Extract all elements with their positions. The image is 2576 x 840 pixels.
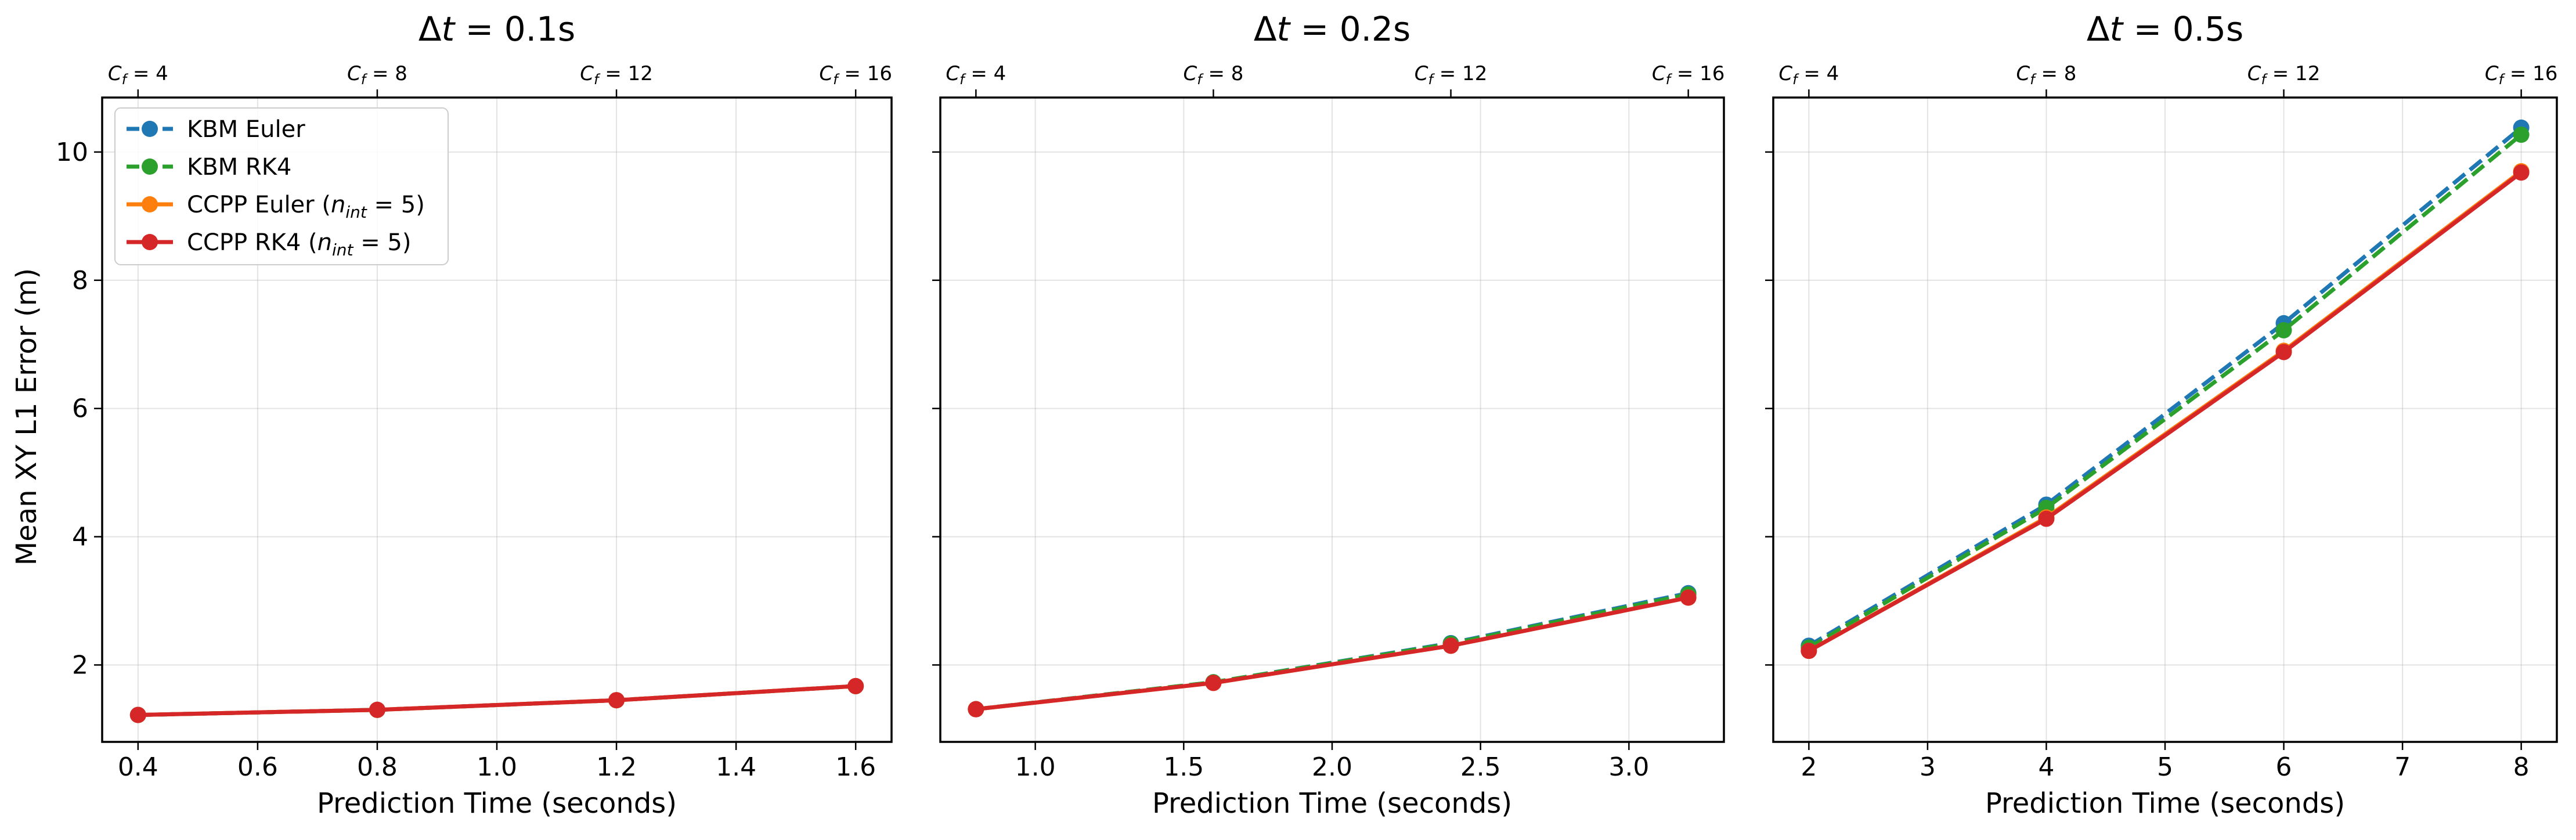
x-tick-label: 3 (1920, 752, 1936, 782)
y-tick-label: 4 (72, 522, 88, 552)
legend: KBM Euler KBM RK4 CCPP Euler (nint = 5) CCP… (114, 107, 449, 265)
x-tick-label: 1.5 (1163, 752, 1204, 782)
series-4 (1801, 164, 2530, 659)
panel-title: Δt = 0.1s (418, 9, 575, 49)
x-axis-label: Prediction Time (seconds) (317, 787, 677, 820)
y-tick-label: 2 (72, 650, 88, 680)
top-tick-label: Cf = 8 (2016, 62, 2076, 88)
data-point (2513, 164, 2530, 181)
x-tick-label: 7 (2394, 752, 2411, 782)
data-point (2275, 322, 2292, 338)
series-4 (968, 589, 1697, 718)
x-tick-label: 0.6 (237, 752, 278, 782)
x-tick-label: 8 (2513, 752, 2530, 782)
data-point (2038, 510, 2055, 527)
data-point (2513, 127, 2530, 143)
series-line (138, 684, 856, 718)
data-point (129, 706, 146, 723)
data-point (2275, 344, 2292, 360)
axes-frame (1772, 96, 2558, 743)
legend-marker (142, 158, 158, 175)
legend-marker (142, 234, 158, 250)
x-tick-label: 1.2 (596, 752, 637, 782)
x-tick-label: 4 (2038, 752, 2054, 782)
top-tick-label: Cf = 16 (1652, 62, 1725, 88)
y-axis-label: Mean XY L1 Error (m) (10, 268, 43, 566)
grid (940, 98, 1724, 742)
legend-label: KBM RK4 (187, 154, 291, 181)
legend-label: CCPP Euler (nint = 5) (187, 192, 425, 222)
series-line (1807, 133, 2523, 650)
top-tick-label: Cf = 12 (1415, 62, 1488, 88)
legend-box (114, 107, 449, 265)
top-tick-label: Cf = 8 (347, 62, 407, 88)
legend-item-2: KBM RK4 (127, 154, 291, 181)
x-tick-label: 0.4 (118, 752, 158, 782)
data-point (608, 692, 625, 709)
top-tick-label: Cf = 4 (108, 62, 168, 88)
legend-item-1: KBM Euler (127, 116, 305, 143)
x-tick-label: 6 (2276, 752, 2292, 782)
chart-panel-2: 1.0 1.5 2.0 2.5 3.0 Cf = 4 Cf = 8 Cf = 12 Cf = 1… (932, 9, 1725, 820)
x-tick-label: 3.0 (1608, 752, 1649, 782)
x-tick-label: 1.4 (716, 752, 756, 782)
axes-frame (939, 96, 1725, 743)
top-tick-label: Cf = 4 (1778, 62, 1839, 88)
x-tick-label: 0.8 (357, 752, 398, 782)
top-tick-label: Cf = 12 (2247, 62, 2321, 88)
x-tick-label: 1.0 (477, 752, 517, 782)
chart-panel-1: 0.4 0.6 0.8 1.0 1.2 1.4 1.6 2 4 6 8 10 Cf = 4 Cf = 8 C… (56, 9, 893, 820)
legend-marker (142, 196, 158, 212)
chart-panel-3: 2 3 4 5 6 7 8 Cf = 4 Cf = 8 Cf = 12 Cf = 16 Δt = 0.… (1765, 9, 2558, 820)
data-point (1205, 675, 1222, 691)
legend-item-4: CCPP RK4 (nint = 5) (127, 229, 411, 259)
legend-item-3: CCPP Euler (nint = 5) (127, 192, 425, 222)
y-tick-label: 6 (72, 394, 88, 424)
data-point (847, 677, 864, 694)
top-tick-label: Cf = 8 (1183, 62, 1243, 88)
series-line (1807, 171, 2523, 653)
top-tick-label: Cf = 4 (946, 62, 1006, 88)
series-line (1807, 126, 2523, 648)
legend-marker (142, 121, 158, 137)
y-tick-label: 10 (56, 138, 88, 167)
x-tick-label: 1.6 (835, 752, 876, 782)
top-tick-label: Cf = 16 (2485, 62, 2558, 88)
data-point (1442, 637, 1459, 654)
x-tick-label: 2.0 (1312, 752, 1352, 782)
y-tick-label: 8 (72, 266, 88, 295)
data-point (1680, 589, 1697, 606)
series-4 (129, 677, 864, 723)
panel-title: Δt = 0.2s (1254, 9, 1410, 49)
x-tick-label: 5 (2157, 752, 2173, 782)
x-axis-label: Prediction Time (seconds) (1985, 787, 2345, 820)
x-tick-label: 2 (1801, 752, 1817, 782)
grid (1773, 98, 2557, 742)
x-tick-label: 1.0 (1015, 752, 1056, 782)
axes-frame (101, 96, 893, 743)
data-point (1801, 643, 1817, 659)
data-point (369, 701, 385, 718)
x-tick-label: 2.5 (1460, 752, 1501, 782)
data-point (968, 701, 984, 718)
x-axis-label: Prediction Time (seconds) (1152, 787, 1512, 820)
top-tick-label: Cf = 16 (819, 62, 892, 88)
top-tick-label: Cf = 12 (580, 62, 653, 88)
panels: 0.4 0.6 0.8 1.0 1.2 1.4 1.6 2 4 6 8 10 Cf = 4 Cf = 8 C… (56, 9, 2558, 820)
series-line (975, 596, 1689, 712)
legend-label: CCPP RK4 (nint = 5) (187, 229, 411, 259)
panel-title: Δt = 0.5s (2087, 9, 2243, 49)
legend-label: KBM Euler (187, 116, 305, 143)
